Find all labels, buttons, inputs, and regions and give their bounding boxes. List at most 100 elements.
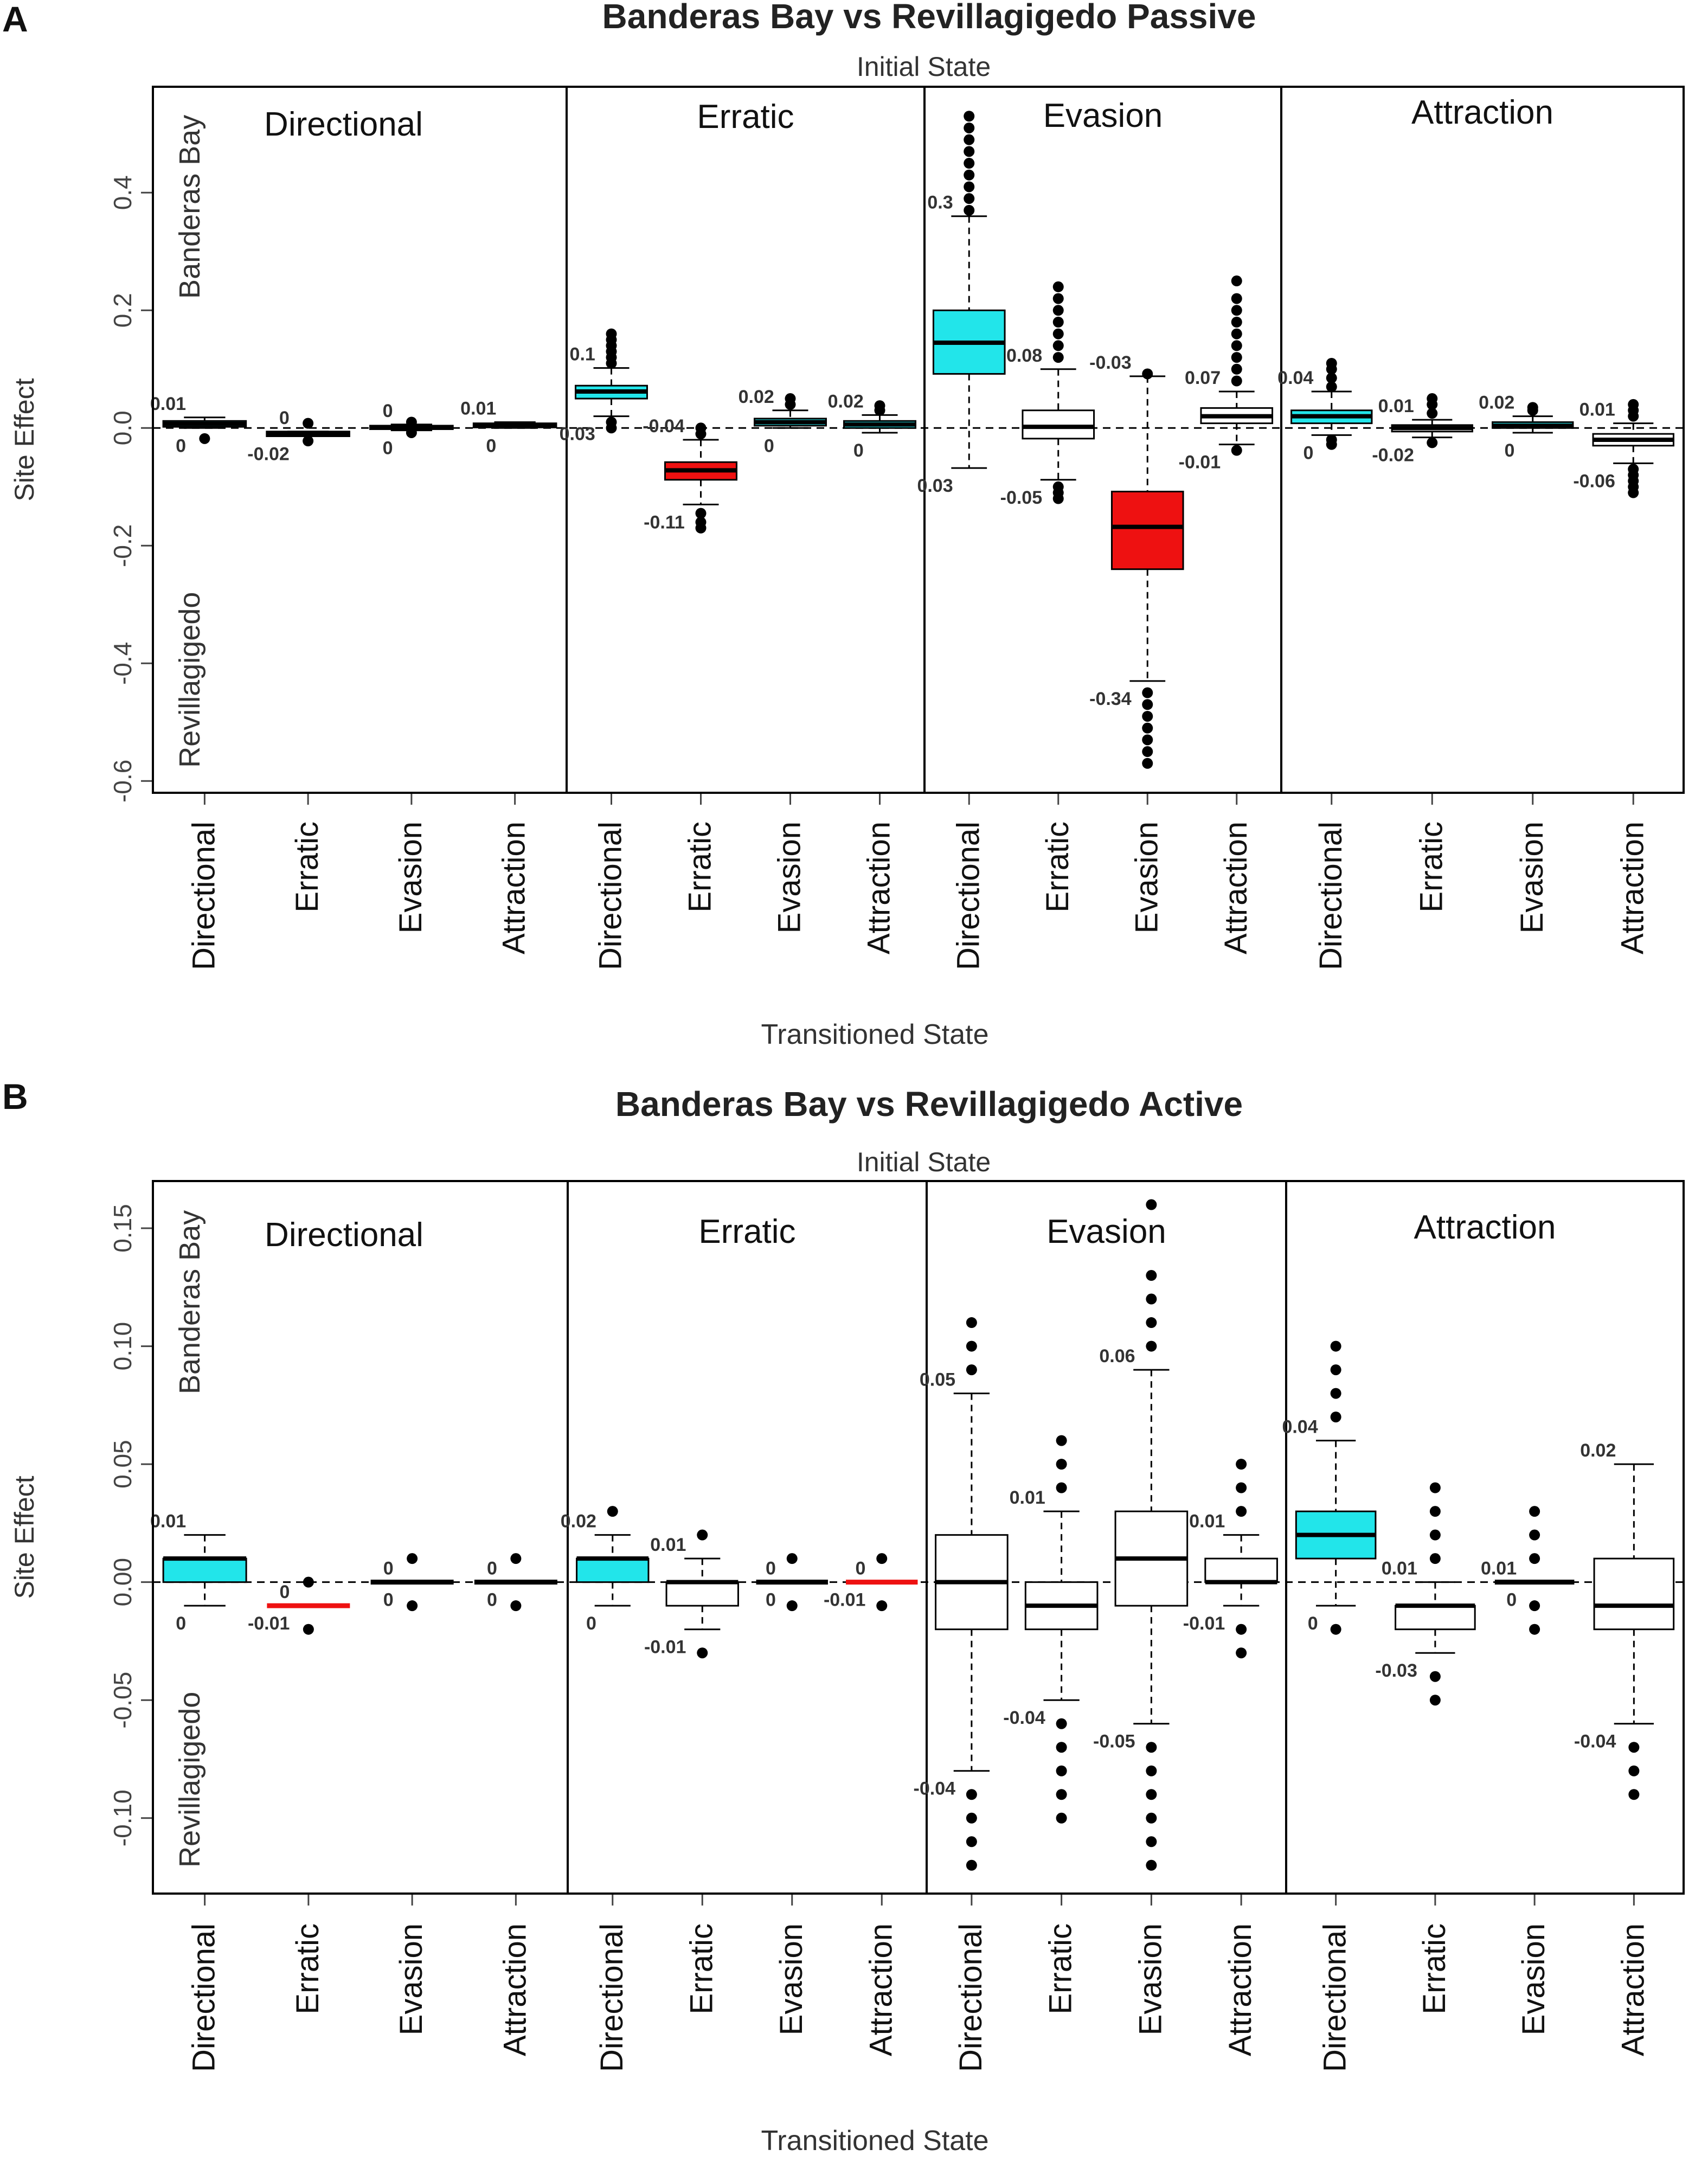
- box-attraction-evasion: 0.01 0: [1481, 1506, 1575, 1635]
- outlier-point: [1231, 293, 1242, 304]
- annotation-low: 0: [586, 1613, 596, 1634]
- outlier-point: [303, 418, 314, 429]
- outlier-point: [1429, 1671, 1441, 1682]
- chart-subtitle: Initial State: [857, 1147, 991, 1177]
- outlier-point: [1052, 493, 1064, 504]
- annotation-low: -0.03: [1375, 1660, 1417, 1681]
- outlier-point: [1330, 1340, 1341, 1352]
- outlier-point: [1146, 1765, 1157, 1776]
- box-directional-evasion: 00: [369, 401, 454, 459]
- outlier-point: [1231, 305, 1242, 316]
- x-axis-label: Transitioned State: [761, 1019, 988, 1050]
- x-category-label: Attraction: [862, 822, 897, 954]
- x-category-label: Erratic: [683, 822, 718, 913]
- outlier-point: [695, 522, 707, 534]
- x-category-label: Evasion: [774, 1923, 809, 2035]
- x-category-label: Erratic: [290, 1923, 325, 2015]
- box-attraction-directional: 0.04 0: [1282, 1340, 1377, 1635]
- outlier-point: [303, 1576, 314, 1588]
- outlier-point: [1052, 352, 1064, 363]
- outlier-point: [964, 158, 975, 169]
- x-category-label: Attraction: [1218, 822, 1254, 954]
- outlier-point: [697, 1529, 708, 1541]
- panel-letter: A: [2, 0, 28, 39]
- outlier-point: [1056, 1812, 1067, 1824]
- outlier-point: [1142, 746, 1153, 758]
- annotation-high: 0.02: [1580, 1440, 1616, 1461]
- outlier-point: [1056, 1435, 1067, 1446]
- annotation-low: -0.11: [644, 512, 685, 533]
- region-label-bottom: Revillagigedo: [174, 592, 206, 768]
- box-body: [1204, 1557, 1278, 1583]
- y-tick-label: 0.05: [108, 1440, 137, 1489]
- x-category-label: Erratic: [684, 1923, 719, 2015]
- outlier-point: [406, 427, 417, 438]
- outlier-point: [1231, 445, 1242, 456]
- outlier-point: [1142, 687, 1153, 698]
- box-erratic-directional: 0.1 0.03: [560, 328, 648, 445]
- box-erratic-directional: 0.02 0: [561, 1506, 650, 1634]
- annotation-high: -0.03: [1089, 352, 1132, 373]
- annotation-low: -0.02: [1372, 445, 1414, 466]
- outlier-point: [1142, 710, 1153, 722]
- outlier-point: [964, 169, 975, 181]
- panel-b: B Banderas Bay vs Revillagigedo Active Ini…: [2, 1076, 1685, 2157]
- outlier-point: [1052, 340, 1064, 351]
- outlier-point: [1146, 1199, 1157, 1210]
- outlier-point: [1429, 1553, 1441, 1564]
- region-label-bottom: Revillagigedo: [174, 1692, 206, 1868]
- annotation-low: 0.03: [560, 424, 595, 445]
- outlier-point: [966, 1789, 977, 1800]
- box-attraction-attraction: 0.02 -0.04: [1574, 1440, 1675, 1800]
- annotation-low: 0: [383, 438, 393, 459]
- box-evasion-attraction: 0.01 -0.01: [1183, 1459, 1278, 1659]
- annotation-high: 0: [487, 1558, 497, 1579]
- box-evasion-directional: 0.05 -0.04: [914, 1317, 1009, 1871]
- outlier-point: [966, 1340, 977, 1352]
- annotation-high: 0.07: [1185, 368, 1221, 388]
- outlier-point: [1529, 1529, 1540, 1541]
- outlier-point: [1330, 1624, 1341, 1635]
- outlier-point: [1146, 1859, 1157, 1871]
- outlier-point: [1427, 408, 1438, 419]
- x-category-label: Directional: [594, 1923, 630, 2072]
- outlier-point: [1529, 1624, 1540, 1635]
- outlier-point: [874, 400, 885, 412]
- x-category-label: Directional: [1318, 1923, 1353, 2072]
- outlier-point: [1056, 1742, 1067, 1753]
- outlier-point: [303, 1624, 314, 1635]
- annotation-low: -0.04: [1574, 1731, 1616, 1752]
- outlier-point: [1326, 439, 1337, 450]
- outlier-point: [964, 181, 975, 193]
- box-erratic-attraction: 0 -0.01: [824, 1553, 918, 1612]
- y-axis-label: Site Effect: [9, 1475, 40, 1599]
- box-directional-attraction: 0.01 0: [460, 398, 557, 456]
- outlier-point: [1326, 373, 1337, 384]
- outlier-point: [1628, 1789, 1640, 1800]
- annotation-high: 0.04: [1282, 1417, 1318, 1438]
- annotation-low: 0.03: [917, 476, 953, 496]
- annotation-low: 0: [766, 1590, 776, 1611]
- group-label-attraction: Attraction: [1411, 94, 1553, 131]
- x-category-label: Evasion: [1514, 822, 1550, 933]
- x-axis-label: Transitioned State: [761, 2125, 988, 2157]
- box-evasion-attraction: 0.07 -0.01: [1179, 275, 1274, 473]
- region-label-top: Banderas Bay: [174, 115, 206, 299]
- outlier-point: [1527, 402, 1538, 413]
- outlier-point: [1052, 293, 1064, 304]
- annotation-high: 0.3: [927, 193, 953, 213]
- group-label-directional: Directional: [264, 106, 423, 143]
- box-directional-attraction: 00: [474, 1553, 557, 1612]
- box-evasion-evasion: -0.03 -0.34: [1089, 352, 1184, 769]
- annotation-high: 0: [383, 1558, 394, 1579]
- annotation-high: 0.05: [920, 1370, 955, 1390]
- outlier-point: [1231, 340, 1242, 351]
- outlier-point: [966, 1812, 977, 1824]
- region-label-top: Banderas Bay: [174, 1210, 206, 1394]
- annotation-low: 0: [1303, 442, 1313, 463]
- group-label-directional: Directional: [265, 1216, 423, 1254]
- annotation-high: 0.01: [1010, 1487, 1045, 1508]
- outlier-point: [199, 433, 210, 444]
- box-directional-erratic: 0 -0.02: [247, 408, 350, 464]
- outlier-point: [1427, 437, 1438, 448]
